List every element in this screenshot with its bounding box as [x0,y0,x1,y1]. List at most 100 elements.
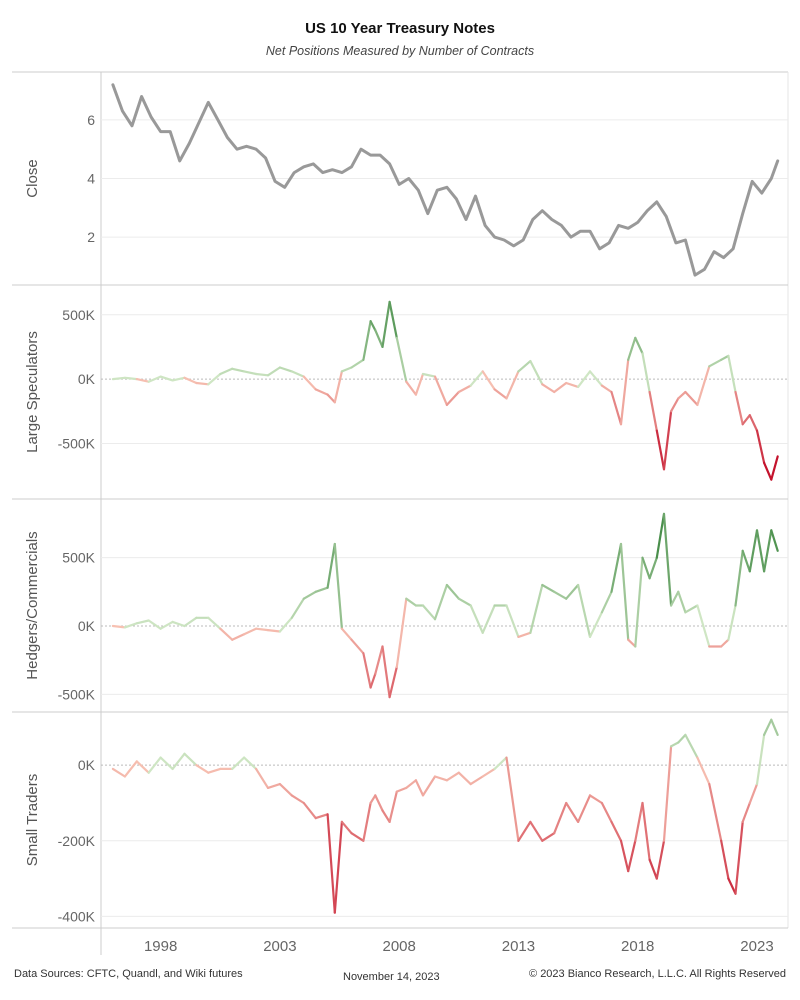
series-segment-small_traders [517,820,532,842]
series-segment-large_specs [493,388,508,400]
series-segment-large_specs [314,388,329,396]
series-segment-hedgers [433,583,448,621]
series-segment-large_specs [505,370,520,400]
series-segment-hedgers [111,624,127,629]
series-segment-hedgers [541,583,556,593]
series-segment-small_traders [123,760,138,778]
series-segment-small_traders [588,794,604,805]
series-segment-large_specs [720,354,730,361]
series-segment-small_traders [350,832,365,842]
series-segment-large_specs [369,320,377,332]
series-segment-large_specs [123,376,138,381]
y-tick-label: 0K [78,618,96,634]
y-tick-label: -500K [58,436,96,452]
series-segment-large_specs [433,375,448,406]
series-segment-small_traders [541,832,556,842]
series-segment-hedgers [255,627,270,632]
series-segment-hedgers [734,549,744,607]
series-segment-small_traders [266,782,281,790]
series-segment-large_specs [481,370,496,391]
series-segment-small_traders [696,756,711,786]
x-tick-label: 2023 [740,938,773,955]
chart-title: US 10 Year Treasury Notes [305,20,495,37]
series-segment-hedgers [727,604,737,641]
series-segment-hedgers [684,604,699,614]
series-segment-large_specs [266,366,281,377]
series-segment-hedgers [619,542,630,641]
series-segment-small_traders [195,764,210,774]
series-segment-large_specs [553,381,568,394]
series-segment-small_traders [529,820,544,842]
series-segment-hedgers [627,638,637,648]
series-segment-large_specs [610,390,623,426]
series-segment-large_specs [333,370,343,404]
x-tick-label: 2003 [263,938,296,955]
x-tick-label: 2013 [502,938,535,955]
series-segment-large_specs [600,384,613,394]
y-tick-label: -200K [58,833,96,849]
y-tick-label: -400K [58,908,96,924]
series-segment-large_specs [388,300,398,339]
series-segment-large_specs [565,381,580,388]
series-segment-large_specs [517,360,532,373]
series-segment-hedgers [302,590,317,600]
series-segment-large_specs [669,397,680,413]
series-segment-small_traders [727,877,737,895]
series-segment-small_traders [655,839,666,880]
series-segment-small_traders [147,756,162,774]
series-segment-hedgers [529,583,544,634]
y-axis-title: Close [24,159,41,197]
y-axis-title: Large Speculators [24,331,41,453]
series-segment-hedgers [243,627,258,636]
series-segment-small_traders [748,782,759,805]
series-segment-hedgers [741,549,751,573]
series-segment-hedgers [207,616,222,630]
series-segment-large_specs [708,358,723,368]
series-segment-hedgers [517,631,532,639]
series-segment-small_traders [770,718,779,737]
series-segment-large_specs [748,414,759,432]
series-segment-large_specs [183,376,198,385]
series-segment-small_traders [493,756,508,771]
series-segment-large_specs [159,375,174,382]
series-segment-large_specs [641,352,651,394]
footer-copyright: © 2023 Bianco Research, L.L.C. All Right… [529,968,786,980]
series-segment-hedgers [748,529,759,573]
series-segment-small_traders [405,779,417,790]
series-segment-large_specs [588,370,604,387]
y-axis-title: Small Traders [24,774,41,867]
series-segment-small_traders [610,820,623,842]
series-segment-large_specs [662,410,673,471]
series-segment-large_specs [207,372,222,386]
series-segment-hedgers [362,652,372,689]
series-segment-small_traders [669,741,680,748]
series-segment-large_specs [619,358,630,426]
series-segment-hedgers [374,645,384,675]
x-tick-label: 1998 [144,938,177,955]
series-segment-small_traders [314,813,329,820]
series-segment-hedgers [388,665,398,699]
series-segment-large_specs [326,393,336,404]
series-segment-hedgers [290,597,305,619]
y-tick-label: 0K [78,371,96,387]
series-segment-small_traders [741,801,751,824]
series-segment-small_traders [433,775,448,782]
series-segment-large_specs [340,366,353,373]
series-segment-large_specs [770,455,779,481]
series-segment-hedgers [183,616,198,628]
series-segment-hedgers [677,590,687,614]
series-segment-hedgers [278,616,293,633]
series-segment-large_specs [362,320,372,361]
series-segment-large_specs [576,370,592,388]
series-segment-small_traders [445,771,460,782]
series-segment-large_specs [421,372,437,378]
series-segment-small_traders [290,794,305,805]
series-segment-small_traders [421,775,437,797]
series-segment-hedgers [600,590,613,614]
series-segment-large_specs [278,366,293,373]
series-segment-hedgers [610,542,623,593]
footer-date: November 14, 2023 [343,971,440,983]
series-segment-large_specs [457,384,472,394]
series-segment-large_specs [302,375,317,391]
